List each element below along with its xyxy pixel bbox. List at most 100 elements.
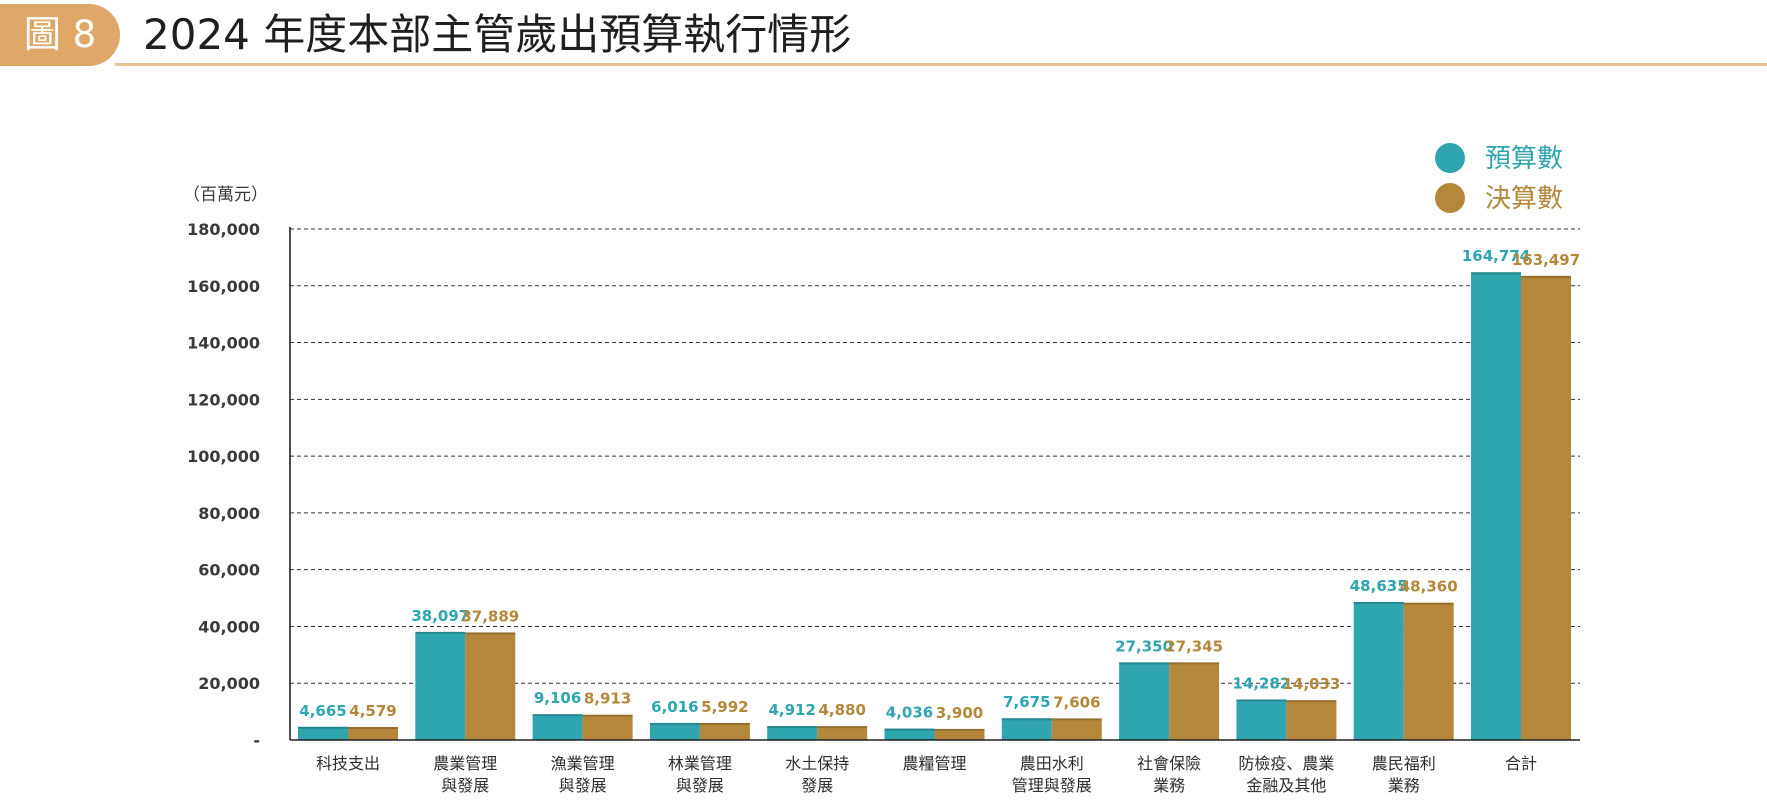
data-label: 5,992 [701,698,748,716]
bar-top-edge [1353,601,1404,604]
legend-swatch [1435,143,1465,173]
bar-top-edge [649,722,700,725]
y-tick-label: 100,000 [187,447,260,466]
y-tick-label: 180,000 [187,220,260,239]
x-tick-label: 水土保持 [785,754,849,773]
bar-top-edge [465,632,516,635]
bar-top-edge [884,728,935,731]
data-label: 4,912 [768,701,815,719]
bar-marks [298,272,1571,740]
x-tick-label: 管理與發展 [1012,776,1092,795]
bar-final [465,632,516,740]
legend-label: 決算數 [1485,184,1563,214]
x-tick-label: 業務 [1388,776,1420,795]
legend-label: 預算數 [1485,144,1563,174]
data-label: 4,880 [818,701,865,719]
data-label: 27,345 [1165,637,1223,655]
figure-number-badge: 圖 8 [0,4,120,66]
y-tick-label: 20,000 [198,674,260,693]
bar-top-edge [767,726,818,729]
x-tick-label: 林業管理 [668,754,732,773]
x-tick-label: 與發展 [676,776,724,795]
bar-final [817,726,868,740]
bar-budget [1236,699,1287,740]
bar-final [1521,275,1571,740]
legend-swatch [1435,183,1465,213]
figure-header: 圖 8 2024 年度本部主管歲出預算執行情形 [0,0,1767,70]
data-label: 48,360 [1400,578,1458,596]
bar-final [1169,662,1220,740]
x-tick-label: 農民福利 [1372,754,1436,773]
bar-top-edge [1286,700,1337,703]
bar-budget [1001,718,1052,740]
bar-budget [1471,272,1521,740]
bar-budget [884,728,935,740]
y-tick-label: 160,000 [187,277,260,296]
data-label: 38,097 [411,607,469,625]
y-tick-label: 80,000 [198,504,260,523]
data-label: 8,913 [584,690,631,708]
data-label: 37,889 [461,607,519,625]
bar-final [699,722,750,740]
data-label: 7,675 [1003,693,1050,711]
bar-top-edge [1119,662,1170,665]
data-label: 3,900 [936,704,983,722]
data-label: 4,579 [349,702,396,720]
x-tick-label: 金融及其他 [1246,776,1326,795]
bar-budget [532,714,583,740]
bar-top-edge [1521,275,1571,278]
x-tick-label: 與發展 [559,776,607,795]
y-tick-label: 120,000 [187,390,260,409]
data-label: 4,665 [299,702,346,720]
bar-budget [1119,662,1170,740]
data-label: 4,036 [886,704,933,722]
bar-final [348,727,398,740]
x-tick-label: 社會保險 [1137,754,1201,773]
bar-top-edge [532,714,583,717]
bar-budget [298,726,348,740]
y-tick-label: 40,000 [198,617,260,636]
x-tick-label: 農田水利 [1020,754,1084,773]
bar-top-edge [699,722,750,725]
bar-final [1051,718,1102,740]
bar-budget [649,722,700,740]
bar-top-edge [415,631,466,634]
bar-top-edge [1001,718,1052,721]
x-tick-label: 防檢疫、農業 [1238,754,1334,773]
data-label: 163,497 [1512,251,1580,269]
data-label: 14,282 [1232,674,1290,692]
bar-top-edge [1471,272,1521,275]
data-label: 14,033 [1282,675,1340,693]
y-tick-label: 140,000 [187,334,260,353]
bar-top-edge [582,714,633,717]
data-label: 7,606 [1053,693,1100,711]
y-axis-unit-label: （百萬元） [183,185,268,205]
data-label: 27,350 [1115,637,1173,655]
bar-budget [1353,601,1404,740]
header-divider [115,63,1767,66]
bar-top-edge [817,726,868,729]
axes [289,227,1580,741]
y-tick-labels: - 20,000 40,000 60,000 80,000 100,000 120,000 1… [187,220,260,750]
bar-top-edge [1169,662,1220,665]
x-tick-label: 農糧管理 [902,754,966,773]
bar-top-edge [1403,602,1454,605]
bar-final [582,714,633,740]
bar-budget [767,726,818,740]
x-tick-label: 業務 [1153,776,1185,795]
data-label: 6,016 [651,698,698,716]
bar-top-edge [934,728,985,731]
y-tick-label: - [253,731,260,750]
x-tick-label: 農業管理 [433,754,497,773]
bar-top-edge [348,727,398,730]
x-tick-label: 科技支出 [316,754,380,773]
x-tick-label: 發展 [801,776,833,795]
bar-top-edge [1051,718,1102,721]
data-label: 48,635 [1350,577,1408,595]
x-tick-label: 漁業管理 [551,754,615,773]
x-tick-label: 與發展 [441,776,489,795]
